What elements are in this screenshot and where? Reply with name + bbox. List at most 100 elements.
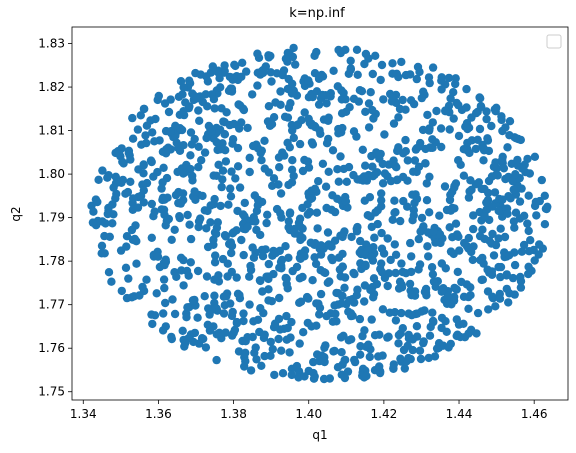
scatter-point	[415, 346, 425, 355]
scatter-point	[252, 225, 261, 235]
scatter-point	[142, 275, 151, 284]
scatter-point	[128, 113, 137, 123]
scatter-point	[435, 230, 445, 239]
scatter-point	[419, 87, 428, 96]
y-tick-label: 1.75	[38, 385, 65, 399]
scatter-point	[235, 183, 245, 192]
scatter-point	[135, 291, 144, 300]
scatter-point	[336, 333, 346, 342]
scatter-point	[390, 196, 399, 205]
scatter-point	[489, 162, 499, 171]
scatter-point	[321, 341, 330, 350]
scatter-point	[246, 366, 256, 375]
y-axis-ticks: 1.75 1.76 1.77 1.78 1.79 1.80 1.81 1.82 1.83	[38, 37, 72, 399]
scatter-point	[311, 259, 321, 269]
scatter-point	[214, 160, 223, 169]
scatter-point	[224, 200, 233, 209]
scatter-point	[216, 83, 225, 92]
scatter-point	[215, 328, 224, 337]
scatter-point	[397, 57, 406, 67]
scatter-point	[308, 140, 318, 149]
scatter-point	[406, 238, 415, 248]
scatter-point	[400, 364, 409, 373]
scatter-point	[310, 253, 319, 262]
scatter-point	[194, 106, 203, 115]
scatter-point	[126, 177, 135, 186]
scatter-point	[88, 218, 98, 227]
scatter-point	[227, 241, 237, 251]
scatter-point	[219, 309, 229, 318]
scatter-point	[281, 242, 290, 251]
scatter-point	[269, 113, 279, 122]
scatter-point	[271, 248, 280, 258]
scatter-point	[274, 334, 283, 344]
scatter-point	[287, 165, 297, 174]
scatter-point	[432, 344, 442, 353]
scatter-point	[282, 335, 291, 344]
scatter-point	[211, 251, 220, 260]
scatter-point	[225, 72, 235, 82]
scatter-point	[295, 139, 305, 149]
scatter-point	[203, 320, 212, 329]
scatter-point	[314, 177, 323, 186]
scatter-point	[298, 166, 308, 176]
scatter-point	[418, 125, 428, 135]
scatter-point	[292, 262, 302, 272]
scatter-point	[291, 60, 300, 69]
scatter-point	[252, 355, 261, 364]
scatter-point	[310, 51, 319, 60]
scatter-point	[322, 311, 331, 321]
scatter-point	[450, 292, 459, 302]
scatter-point	[396, 354, 405, 363]
scatter-point	[223, 259, 232, 268]
scatter-point	[333, 165, 342, 174]
scatter-point	[396, 216, 405, 226]
scatter-point	[446, 247, 456, 256]
scatter-point	[341, 197, 351, 206]
scatter-point	[445, 125, 454, 134]
scatter-point	[437, 142, 446, 152]
scatter-point	[532, 211, 541, 220]
scatter-point	[322, 99, 331, 108]
scatter-point	[460, 238, 469, 248]
scatter-point	[380, 169, 390, 178]
scatter-point	[349, 94, 359, 104]
scatter-point	[315, 126, 324, 135]
scatter-point	[179, 281, 188, 290]
scatter-point	[314, 74, 324, 84]
scatter-point	[349, 170, 358, 180]
scatter-point	[395, 104, 405, 114]
scatter-point	[429, 226, 438, 236]
scatter-point	[524, 262, 533, 271]
scatter-point	[163, 145, 172, 154]
scatter-point	[315, 310, 324, 319]
scatter-point	[264, 274, 273, 284]
scatter-point	[283, 113, 293, 122]
scatter-point	[133, 125, 143, 134]
scatter-point	[377, 189, 386, 198]
scatter-point	[262, 218, 271, 228]
scatter-point	[388, 215, 397, 224]
scatter-point	[186, 128, 196, 137]
scatter-point	[494, 206, 503, 216]
scatter-point	[147, 199, 156, 209]
scatter-point	[245, 167, 254, 177]
scatter-point	[451, 179, 461, 188]
scatter-point	[97, 241, 107, 250]
scatter-point	[395, 277, 405, 286]
scatter-point	[485, 236, 494, 245]
scatter-point	[208, 62, 217, 71]
scatter-point	[188, 171, 197, 181]
scatter-point	[468, 255, 477, 265]
scatter-point	[235, 290, 244, 300]
scatter-point	[430, 352, 440, 361]
scatter-point	[344, 336, 353, 345]
scatter-point	[334, 45, 343, 55]
scatter-point	[207, 305, 216, 315]
scatter-point	[222, 108, 231, 117]
scatter-point	[194, 162, 203, 172]
scatter-point	[504, 251, 514, 260]
scatter-point	[491, 240, 501, 250]
scatter-point	[467, 113, 476, 122]
